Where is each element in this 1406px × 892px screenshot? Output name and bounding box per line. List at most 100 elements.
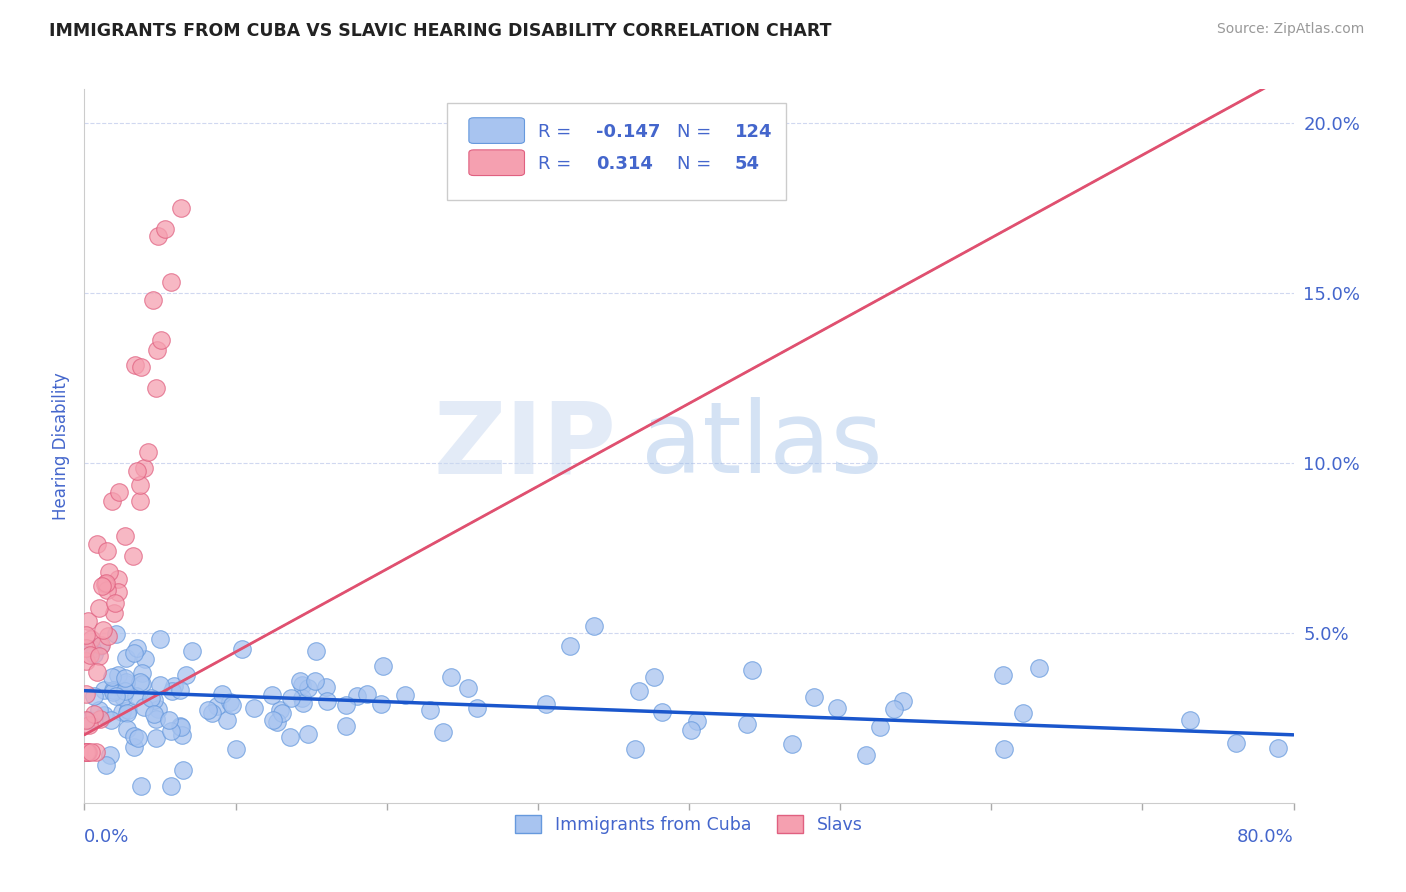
Point [169, 719, 191, 733]
Point [145, 712, 167, 726]
Point [643, 670, 665, 684]
Point [432, 725, 454, 739]
Point [83, 689, 105, 703]
FancyBboxPatch shape [468, 118, 524, 144]
Point [93, 708, 115, 723]
Point [153, 222, 176, 236]
Point [142, 293, 165, 307]
Point [170, 728, 193, 742]
Point [83, 707, 105, 722]
Point [127, 465, 149, 479]
Point [741, 664, 763, 678]
Point [100, 713, 122, 727]
Point [304, 674, 326, 689]
Point [288, 674, 311, 689]
Text: atlas: atlas [641, 398, 882, 494]
Text: N =: N = [676, 123, 717, 141]
Point [125, 641, 148, 656]
Point [86, 745, 108, 759]
Point [335, 698, 357, 713]
Point [75, 745, 97, 759]
Point [266, 714, 288, 729]
Point [685, 714, 707, 728]
Point [292, 697, 315, 711]
Point [218, 695, 240, 709]
Point [262, 713, 284, 727]
Point [105, 627, 128, 641]
Point [291, 678, 314, 692]
Point [122, 549, 145, 563]
Point [107, 584, 129, 599]
Point [297, 727, 319, 741]
Point [76, 745, 98, 759]
Point [136, 444, 159, 458]
Point [174, 668, 197, 682]
Point [160, 275, 183, 289]
Point [679, 723, 702, 738]
Text: R =: R = [538, 155, 576, 173]
Point [169, 683, 191, 698]
Point [77, 745, 100, 759]
Text: 0.314: 0.314 [596, 155, 652, 173]
Point [262, 688, 284, 702]
Text: IMMIGRANTS FROM CUBA VS SLAVIC HEARING DISABILITY CORRELATION CHART: IMMIGRANTS FROM CUBA VS SLAVIC HEARING D… [49, 22, 832, 40]
Point [280, 690, 302, 705]
Point [103, 685, 125, 699]
Point [170, 720, 193, 734]
Point [100, 493, 122, 508]
Point [100, 670, 122, 684]
Point [75, 654, 97, 668]
Point [107, 668, 129, 682]
Text: Source: ZipAtlas.com: Source: ZipAtlas.com [1216, 22, 1364, 37]
Point [651, 706, 673, 720]
Point [465, 701, 488, 715]
Point [139, 691, 162, 706]
Point [104, 596, 127, 610]
Legend: Immigrants from Cuba, Slavs: Immigrants from Cuba, Slavs [508, 808, 870, 840]
Point [172, 763, 194, 777]
Point [624, 742, 647, 756]
Point [75, 714, 97, 728]
Point [124, 358, 146, 372]
Point [394, 688, 416, 702]
Point [115, 677, 138, 691]
Text: ZIP: ZIP [433, 398, 616, 494]
Point [90, 638, 112, 652]
Point [371, 659, 394, 673]
Point [111, 690, 134, 704]
Point [77, 614, 100, 628]
Point [827, 701, 849, 715]
Point [356, 687, 378, 701]
Point [80, 745, 103, 759]
Point [145, 731, 167, 746]
Point [122, 647, 145, 661]
Point [122, 729, 145, 743]
Point [132, 700, 155, 714]
Point [129, 494, 152, 508]
Point [77, 718, 100, 732]
Point [558, 639, 581, 653]
Point [105, 690, 128, 704]
Point [993, 742, 1015, 756]
Point [96, 544, 118, 558]
Point [145, 381, 167, 395]
Point [346, 689, 368, 703]
Point [94, 757, 117, 772]
Point [1012, 706, 1035, 720]
Point [79, 648, 101, 662]
Point [370, 697, 392, 711]
Point [108, 484, 131, 499]
Point [87, 600, 110, 615]
Point [231, 642, 253, 657]
Point [160, 684, 183, 698]
Point [75, 640, 97, 655]
Point [143, 693, 166, 707]
Point [86, 537, 108, 551]
Point [96, 582, 118, 597]
Point [149, 333, 172, 347]
Text: 0.0%: 0.0% [84, 828, 129, 846]
Point [75, 745, 97, 759]
Point [145, 343, 167, 358]
Point [129, 478, 152, 492]
Point [101, 682, 124, 697]
